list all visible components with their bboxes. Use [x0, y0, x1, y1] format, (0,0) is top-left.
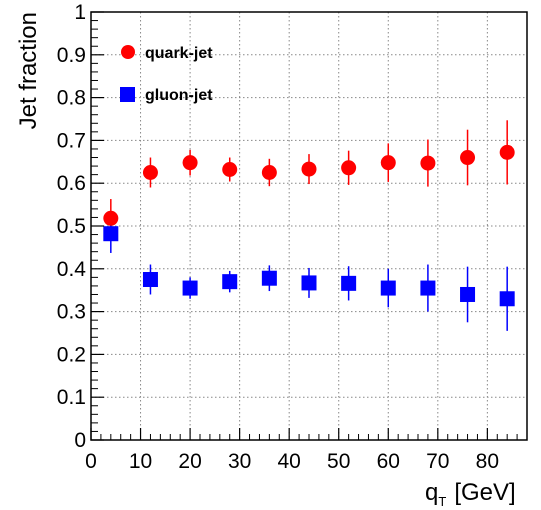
data-point-gluon-jet — [380, 280, 396, 296]
x-tick-label: 50 — [327, 450, 350, 473]
y-tick-label: 0.2 — [57, 343, 86, 366]
data-point-gluon-jet — [261, 270, 277, 286]
x-axis-label-subscript: T — [438, 494, 446, 509]
y-tick-label: 0.9 — [57, 44, 86, 67]
data-point-gluon-jet — [460, 286, 476, 302]
y-tick-label: 0 — [74, 429, 86, 452]
x-tick-label: 20 — [178, 450, 201, 473]
y-tick-label: 0.5 — [57, 215, 86, 238]
y-axis-label: Jet fraction — [15, 12, 42, 129]
y-tick-label: 1 — [74, 1, 86, 24]
y-tick-label: 0.6 — [57, 172, 86, 195]
data-point-quark-jet — [222, 162, 238, 178]
data-point-quark-jet — [142, 165, 158, 180]
data-point-quark-jet — [420, 155, 436, 171]
x-axis-label-unit: [GeV] — [454, 479, 515, 506]
x-tick-label: 30 — [228, 450, 251, 473]
legend: quark-jet gluon-jet — [120, 45, 213, 104]
x-axis-label-symbol: q — [425, 479, 438, 506]
data-point-quark-jet — [460, 150, 476, 166]
x-tick-label: 80 — [476, 450, 499, 473]
legend-label-quark-jet: quark-jet — [145, 45, 213, 62]
x-tick-label: 10 — [129, 450, 152, 473]
data-point-gluon-jet — [222, 274, 238, 290]
grid — [91, 12, 527, 440]
tick-labels: 0 10 20 30 40 50 60 70 80 0 0.1 0.2 0.3 0.4 0.5 0.6 0.7 0… — [57, 1, 499, 473]
x-tick-label: 60 — [377, 450, 400, 473]
x-axis-label: qT [GeV] — [425, 479, 516, 509]
data-point-gluon-jet — [301, 275, 317, 291]
legend-label-gluon-jet: gluon-jet — [145, 87, 213, 104]
data-point-quark-jet — [341, 160, 357, 176]
y-tick-label: 0.1 — [57, 386, 86, 409]
y-tick-label: 0.7 — [57, 129, 86, 152]
data-point-gluon-jet — [420, 280, 436, 296]
data-markers — [103, 144, 515, 307]
legend-marker-quark-jet — [121, 45, 135, 59]
data-point-quark-jet — [261, 165, 277, 180]
legend-marker-gluon-jet — [120, 87, 135, 102]
y-tick-label: 0.8 — [57, 87, 86, 110]
data-point-quark-jet — [103, 210, 119, 226]
x-tick-label: 0 — [85, 450, 97, 473]
data-point-quark-jet — [301, 161, 317, 177]
y-tick-label: 0.3 — [57, 301, 86, 324]
data-point-gluon-jet — [499, 291, 515, 307]
x-tick-label: 70 — [426, 450, 449, 473]
data-point-quark-jet — [380, 155, 396, 171]
x-tick-label: 40 — [278, 450, 301, 473]
data-point-gluon-jet — [341, 275, 357, 291]
data-point-gluon-jet — [142, 272, 158, 287]
data-point-gluon-jet — [182, 280, 198, 296]
axis-ticks — [90, 11, 528, 441]
data-point-quark-jet — [182, 155, 198, 171]
data-point-gluon-jet — [103, 226, 119, 242]
data-point-quark-jet — [499, 144, 515, 160]
y-tick-label: 0.4 — [57, 258, 87, 281]
